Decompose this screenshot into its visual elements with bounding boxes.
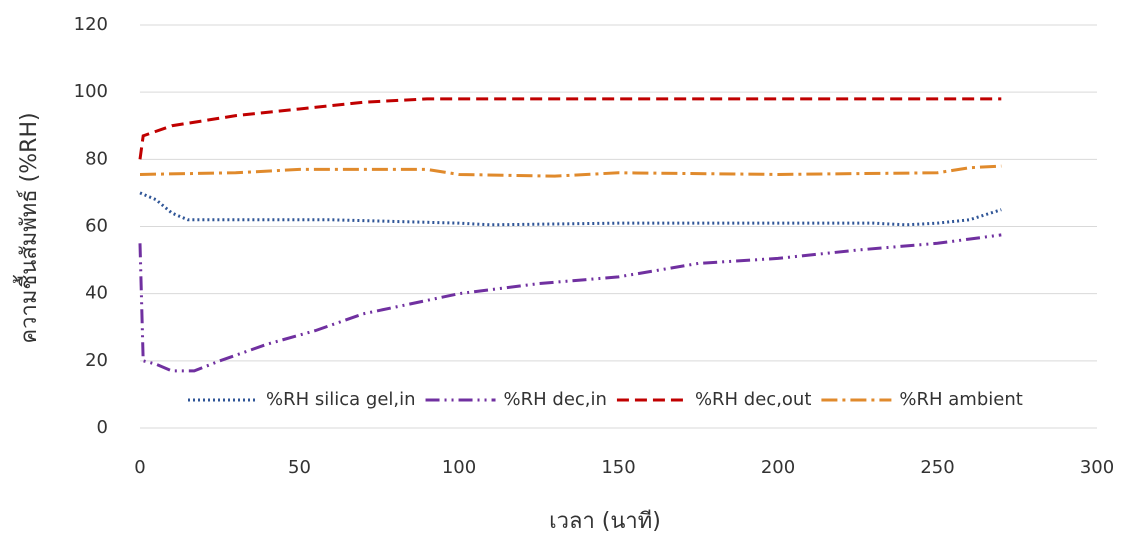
x-tick-label: 50 — [288, 457, 311, 478]
y-tick-label: 20 — [85, 350, 108, 371]
y-tick-label: 100 — [74, 81, 108, 102]
series-line — [138, 97, 1002, 160]
x-axis-label: เวลา (นาที) — [549, 509, 661, 534]
legend-label: %RH ambient — [899, 389, 1022, 410]
legend-label: %RH dec,in — [504, 389, 607, 410]
legend-label: %RH dec,out — [695, 389, 811, 410]
y-tick-label: 40 — [85, 283, 108, 304]
x-tick-label: 200 — [761, 457, 795, 478]
y-tick-label: 60 — [85, 216, 108, 237]
series-line — [139, 164, 1002, 178]
x-tick-label: 250 — [920, 457, 954, 478]
y-tick-label: 0 — [97, 417, 108, 438]
x-tick-label: 0 — [134, 457, 145, 478]
y-axis-label: ความชื้นสัมพัทธ์ (%RH) — [13, 112, 42, 343]
y-tick-label: 80 — [85, 148, 108, 169]
x-tick-label: 150 — [601, 457, 635, 478]
series-line — [139, 191, 1002, 227]
y-tick-label: 120 — [74, 14, 108, 35]
x-tick-label: 100 — [442, 457, 476, 478]
series-line — [138, 233, 1002, 373]
legend-label: %RH silica gel,in — [266, 389, 416, 410]
x-tick-label: 300 — [1080, 457, 1114, 478]
